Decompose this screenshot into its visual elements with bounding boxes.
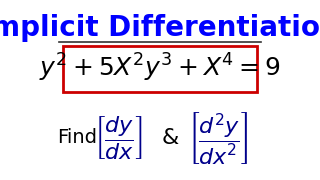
Text: &: & (162, 128, 179, 148)
Text: Implicit Differentiation: Implicit Differentiation (0, 14, 320, 42)
Text: $y^2 + 5X^2y^3 + X^4 = 9$: $y^2 + 5X^2y^3 + X^4 = 9$ (39, 52, 281, 84)
Text: $\left[\dfrac{d^2y}{dx^2}\right]$: $\left[\dfrac{d^2y}{dx^2}\right]$ (188, 110, 248, 166)
FancyBboxPatch shape (63, 46, 257, 92)
Text: $\left[\dfrac{dy}{dx}\right]$: $\left[\dfrac{dy}{dx}\right]$ (94, 114, 143, 161)
Text: Find: Find (57, 128, 97, 147)
